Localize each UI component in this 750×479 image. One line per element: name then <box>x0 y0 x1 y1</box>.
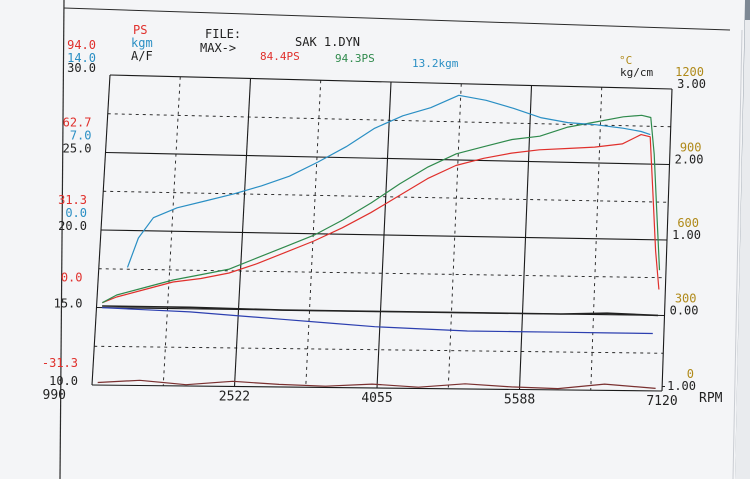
kgm-tick-label: 0.0 <box>65 206 87 220</box>
ps-tick-label: 0.0 <box>61 271 83 285</box>
grid-vline <box>590 87 603 391</box>
boost-tick-label: 1.00 <box>672 228 701 242</box>
ps-unit-label: PS <box>133 23 147 37</box>
grid-hline <box>107 113 671 128</box>
rpm-tick-label: 5588 <box>504 393 535 408</box>
rpm-tick-label: 7120 <box>646 394 677 409</box>
boost-tick-label: -1.00 <box>660 379 696 393</box>
frame-top <box>63 7 731 31</box>
max-kgm: 13.2kgm <box>412 57 459 70</box>
kgm-tick-label: 14.0 <box>67 51 96 65</box>
temp-tick-label: 600 <box>677 216 699 230</box>
grid-hline <box>103 190 669 203</box>
temp-tick-label: 900 <box>680 141 702 155</box>
file-label: FILE: <box>205 27 241 41</box>
max-label: MAX-> <box>200 41 236 55</box>
af-tick-label: 30.0 <box>67 61 96 75</box>
series-line-af_alt <box>102 307 653 335</box>
af-tick-label: 20.0 <box>58 219 87 233</box>
max-ps2: 94.3PS <box>335 52 375 65</box>
af-unit-label: A/F <box>131 49 153 63</box>
af-tick-label: 15.0 <box>54 297 83 311</box>
ps-tick-label: 94.0 <box>67 38 96 52</box>
rpm-axis-ticks: 990 2522 4055 5588 7120 <box>43 388 678 409</box>
rpm-axis-label: RPM <box>699 391 723 406</box>
boost-unit-label: kg/cm <box>620 66 653 79</box>
grid-hline <box>105 151 670 166</box>
af-tick-label: 10.0 <box>49 374 78 388</box>
grid-vline <box>305 80 322 388</box>
temp-tick-label: 0 <box>687 367 694 381</box>
ps-tick-label: 62.7 <box>63 116 92 130</box>
rpm-tick-label: 2522 <box>219 389 250 404</box>
af-tick-label: 25.0 <box>63 142 92 156</box>
max-ps: 84.4PS <box>260 50 300 63</box>
rpm-tick-label: 4055 <box>361 391 392 406</box>
series-line-af <box>102 305 659 317</box>
grid-hline <box>91 384 663 392</box>
kgm-tick-label: 7.0 <box>70 129 92 143</box>
file-name: SAK 1.DYN <box>295 35 360 49</box>
rpm-tick-label: 990 <box>43 388 66 403</box>
boost-tick-label: 3.00 <box>677 77 706 91</box>
temp-tick-label: 1200 <box>675 65 704 79</box>
ps-tick-label: 31.3 <box>58 193 87 207</box>
frame-line <box>59 0 65 479</box>
boost-tick-label: 2.00 <box>675 153 704 167</box>
series-line-temp <box>97 379 656 390</box>
series-line-ps <box>102 134 660 304</box>
ps-tick-label: -31.3 <box>42 356 78 370</box>
series-line-ps2 <box>102 114 661 304</box>
grid-vline <box>447 83 462 389</box>
temp-tick-label: 300 <box>675 292 697 306</box>
temp-unit-label: °C <box>619 54 632 67</box>
kgm-unit-label: kgm <box>131 36 153 50</box>
series-lines <box>97 94 661 390</box>
boost-tick-label: 0.00 <box>670 304 699 318</box>
grid-hline <box>109 74 673 90</box>
series-line-kgm <box>126 94 651 268</box>
left-axis-ticks: 94.014.030.062.77.025.031.30.020.00.015.… <box>42 38 96 388</box>
paper-edge-right <box>735 20 750 479</box>
paper-fold-line <box>732 29 743 479</box>
grid-hline <box>100 229 668 241</box>
